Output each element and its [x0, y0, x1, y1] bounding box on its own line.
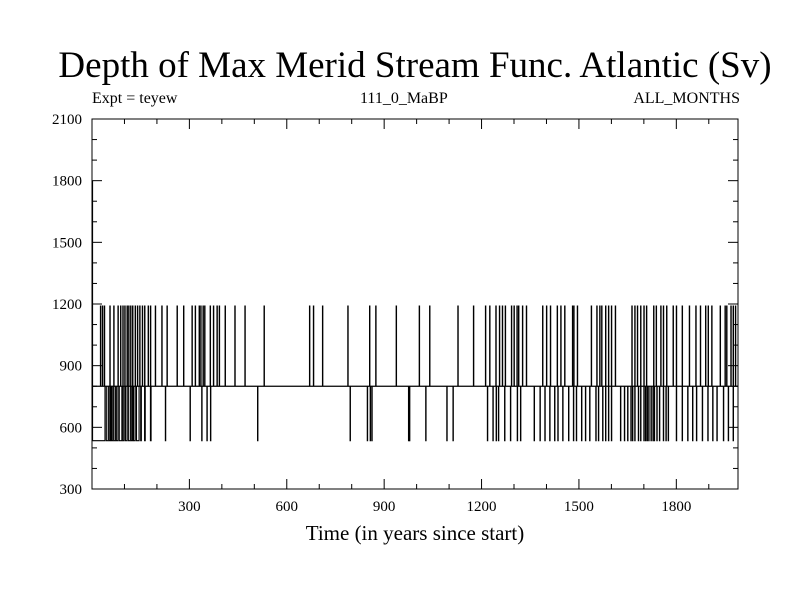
series-low-excursion: [140, 386, 142, 442]
series-low-excursion: [133, 386, 136, 442]
series-low-excursion: [110, 386, 114, 442]
chart-title: Depth of Max Merid Stream Func. Atlantic…: [58, 45, 772, 86]
y-tick-label: 2100: [52, 112, 82, 128]
run-label: 111_0_MaBP: [360, 90, 448, 107]
experiment-label: Expt = teyew: [92, 90, 178, 107]
series-low-excursion: [113, 386, 116, 442]
x-axis-label: Time (in years since start): [305, 521, 525, 545]
series-low-excursion: [91, 386, 106, 442]
series-low-excursion: [127, 386, 131, 442]
months-label: ALL_MONTHS: [633, 90, 740, 107]
series-low-excursion: [115, 386, 119, 442]
x-tick-label: 1500: [564, 499, 594, 515]
y-tick-label: 300: [60, 482, 83, 498]
series-low-excursion: [130, 386, 134, 442]
x-tick-label: 1800: [661, 499, 691, 515]
x-tick-label: 900: [373, 499, 396, 515]
series-low-excursion: [144, 386, 146, 442]
y-tick-label: 1800: [52, 174, 82, 190]
x-tick-label: 300: [178, 499, 201, 515]
y-tick-label: 1200: [52, 297, 82, 313]
series-low-excursion: [118, 386, 123, 442]
series-low-excursion: [135, 386, 140, 442]
series-low-excursion: [105, 386, 109, 442]
series-low-excursion: [122, 386, 125, 442]
x-tick-label: 600: [276, 499, 299, 515]
x-tick-label: 1200: [467, 499, 497, 515]
series-low-excursion: [108, 386, 112, 442]
y-tick-label: 900: [60, 359, 83, 375]
y-tick-label: 600: [60, 420, 83, 436]
series-low-excursion: [124, 386, 128, 442]
y-tick-label: 1500: [52, 235, 82, 251]
series-low-excursion: [149, 386, 152, 442]
